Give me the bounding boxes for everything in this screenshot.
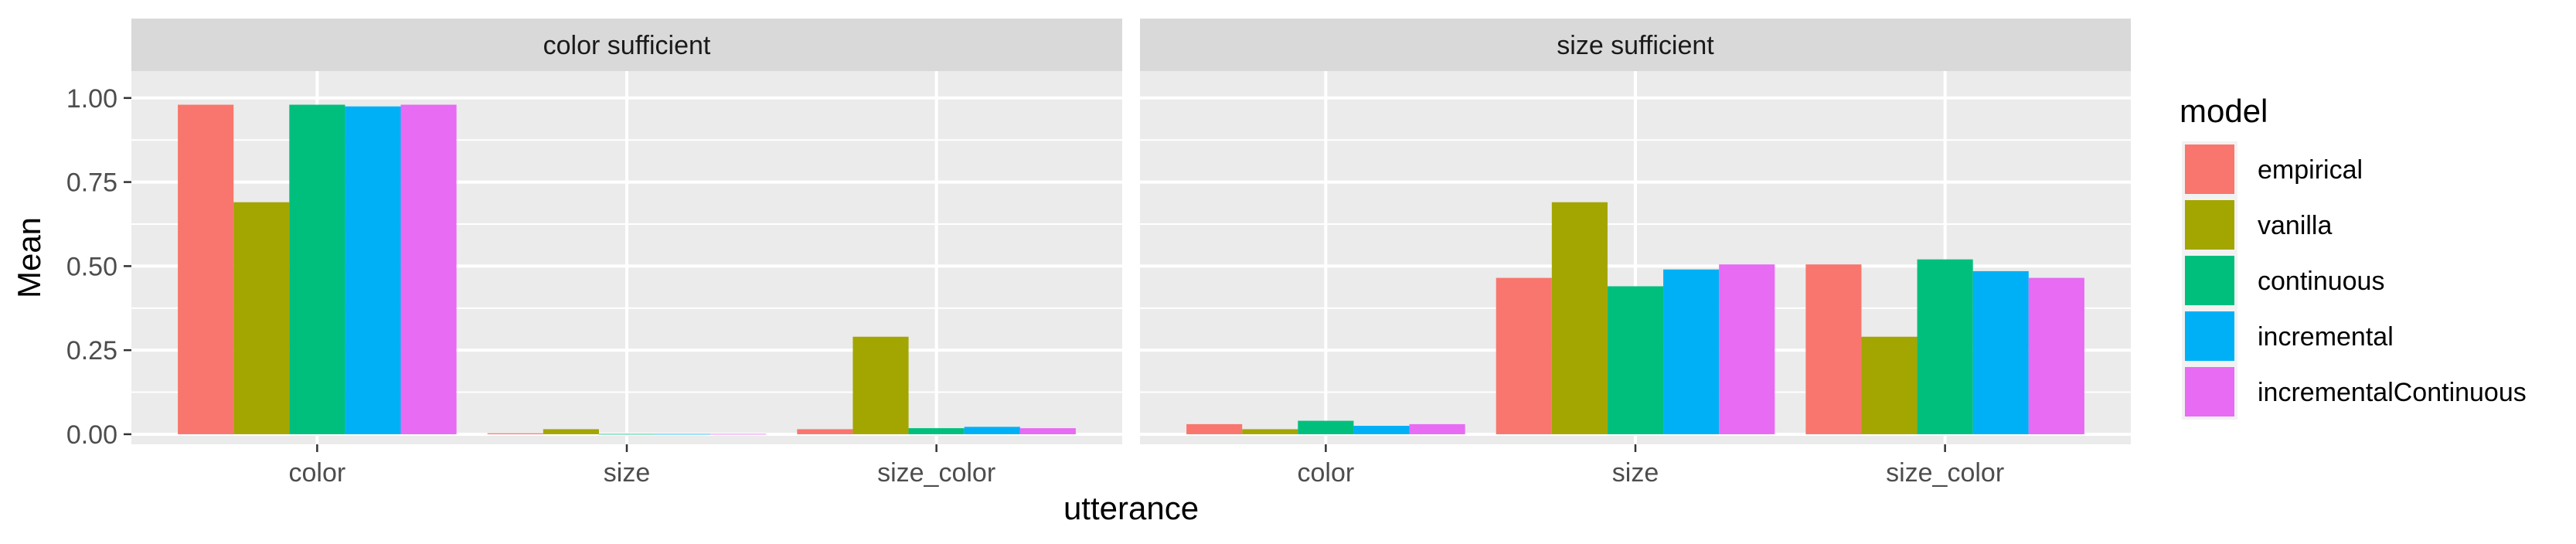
legend-item-incrementalContinuous: incrementalContinuous	[2182, 364, 2527, 420]
legend-item-continuous: continuous	[2182, 253, 2384, 308]
bar-incrementalContinuous-color	[400, 104, 457, 434]
legend-item-incremental: incremental	[2182, 308, 2394, 364]
x-tick-label: size_color	[877, 458, 995, 488]
bar-continuous-size_color	[908, 428, 965, 434]
x-tick-label: color	[1298, 458, 1355, 488]
facet-panel: size sufficient color size size_color	[1140, 19, 2131, 488]
legend-item-empirical: empirical	[2182, 141, 2363, 197]
bar-empirical-size_color	[797, 429, 853, 434]
legend-swatch	[2185, 200, 2234, 250]
legend-swatch	[2185, 256, 2234, 305]
bar-continuous-size	[598, 434, 655, 435]
bar-incremental-color	[1353, 426, 1410, 434]
bar-incrementalContinuous-size	[710, 434, 767, 435]
bar-vanilla-size	[1551, 202, 1608, 434]
legend-swatch	[2185, 367, 2234, 416]
legend-item-vanilla: vanilla	[2182, 197, 2332, 253]
legend-label: vanilla	[2258, 211, 2332, 240]
y-axis: 0.00 0.25 0.50 0.75 1.00	[66, 84, 131, 450]
bar-empirical-color	[1186, 423, 1243, 434]
bar-vanilla-size	[543, 429, 599, 434]
bar-empirical-size_color	[1805, 264, 1862, 434]
bar-vanilla-color	[1242, 429, 1298, 434]
x-tick-label: size	[1612, 458, 1659, 488]
x-tick-label: size	[604, 458, 650, 488]
bar-vanilla-color	[233, 202, 290, 434]
bar-vanilla-size_color	[852, 336, 909, 434]
bar-continuous-color	[289, 104, 345, 434]
bar-empirical-size	[1496, 277, 1552, 434]
legend-label: continuous	[2258, 267, 2384, 296]
y-axis-title: Mean	[11, 217, 47, 298]
bar-continuous-size	[1607, 286, 1664, 434]
bar-incremental-size_color	[964, 427, 1020, 434]
facet-panel: color sufficient color size size_color	[131, 19, 1122, 488]
bar-incremental-size	[1663, 269, 1720, 434]
x-tick-label: size_color	[1886, 458, 2004, 488]
y-tick-label: 0.25	[66, 336, 117, 366]
bar-incrementalContinuous-size_color	[2028, 277, 2084, 434]
bar-incrementalContinuous-size	[1719, 264, 1775, 434]
bar-incrementalContinuous-color	[1409, 423, 1465, 434]
y-tick-label: 0.50	[66, 252, 117, 281]
bar-continuous-size_color	[1917, 259, 1973, 434]
bar-continuous-color	[1298, 420, 1354, 434]
legend-label: empirical	[2258, 155, 2363, 185]
x-tick-label: color	[289, 458, 346, 488]
legend: model empirical vanilla continuous incremen…	[2180, 93, 2527, 420]
facet-strip-label: size sufficient	[1557, 31, 1714, 60]
y-tick-label: 0.75	[66, 168, 117, 198]
bar-vanilla-size_color	[1861, 336, 1918, 434]
legend-swatch	[2185, 144, 2234, 194]
bar-empirical-color	[178, 104, 234, 434]
bar-incrementalContinuous-size_color	[1019, 428, 1076, 434]
y-tick-label: 1.00	[66, 84, 117, 114]
x-axis-title: utterance	[1063, 490, 1199, 526]
legend-title: model	[2180, 93, 2268, 129]
y-tick-label: 0.00	[66, 420, 117, 450]
bar-incremental-color	[345, 106, 401, 434]
facet-strip-label: color sufficient	[543, 31, 711, 60]
legend-swatch	[2185, 311, 2234, 361]
facet-strip	[131, 19, 1122, 71]
bar-incremental-size	[655, 434, 711, 435]
legend-label: incrementalContinuous	[2258, 378, 2527, 407]
bar-incremental-size_color	[1972, 270, 2029, 434]
facet-strip	[1140, 19, 2131, 71]
legend-label: incremental	[2258, 322, 2394, 352]
